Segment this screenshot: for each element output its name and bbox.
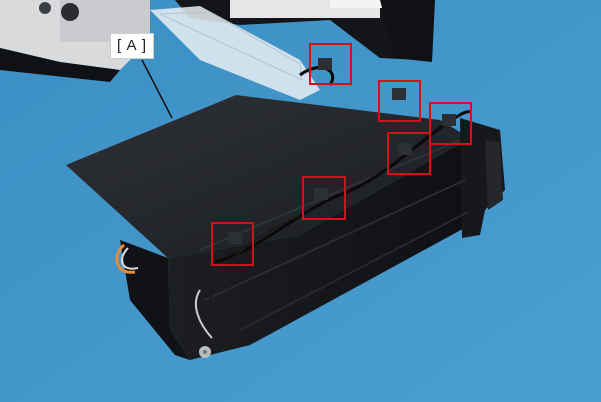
highlight-box-clip-6	[211, 222, 254, 266]
highlight-box-clip-4	[387, 132, 431, 175]
highlight-box-clip-5	[302, 176, 346, 220]
highlight-box-clip-2	[378, 80, 421, 122]
callout-leader-line	[141, 59, 173, 119]
highlight-box-clip-3	[429, 102, 472, 145]
callout-label-a: [ A ]	[110, 33, 154, 59]
highlight-box-clip-1	[309, 43, 352, 85]
unit-top-face	[66, 95, 470, 258]
unit-front-face	[168, 138, 470, 360]
orange-wire	[115, 243, 136, 274]
